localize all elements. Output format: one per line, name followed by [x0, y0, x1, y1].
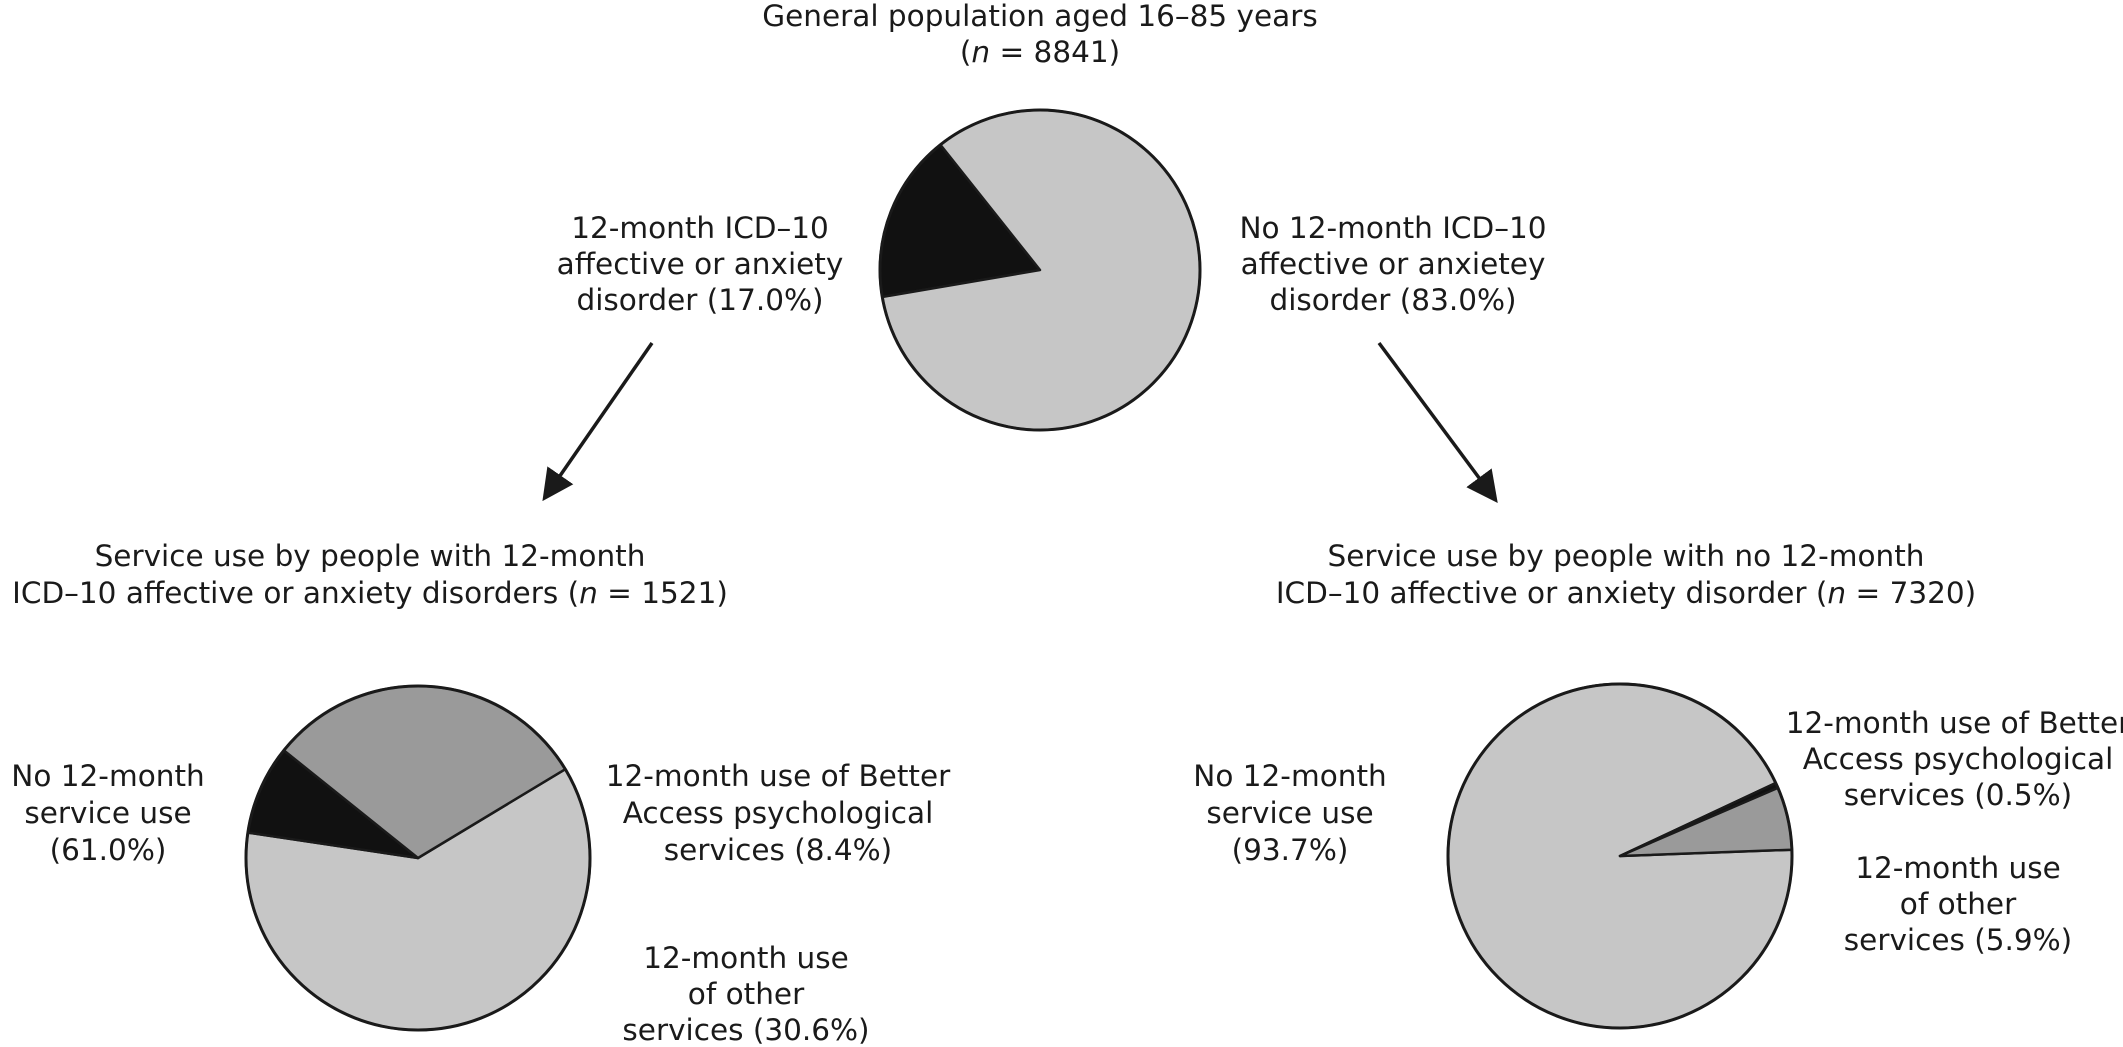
right-better-access-label-line1: 12-month use of Better: [1786, 706, 2123, 740]
left-better-access-label-line2: Access psychological: [623, 796, 934, 830]
left-other-label-line1: 12-month use: [643, 941, 849, 975]
right-panel-title-line2: ICD–10 affective or anxiety disorder (n …: [1276, 576, 1976, 610]
right-branch-label-line1: No 12-month ICD–10: [1239, 211, 1546, 245]
left-better-access-label-line1: 12-month use of Better: [606, 759, 951, 793]
pie-outline: [244, 684, 592, 1032]
left-other-label-line2: of other: [688, 977, 805, 1011]
left-no-use-label-line2: service use: [24, 796, 191, 830]
right-branch-label-line3: disorder (83.0%): [1269, 283, 1516, 317]
top-sample-size: (n = 8841): [960, 35, 1120, 69]
right-branch-label-line2: affective or anxietey: [1241, 247, 1546, 281]
left-branch-label-line1: 12-month ICD–10: [571, 211, 829, 245]
pie-outline: [878, 108, 1202, 432]
right-panel-title-line1: Service use by people with no 12-month: [1328, 539, 1925, 573]
left-panel-title-line2: ICD–10 affective or anxiety disorders (n…: [12, 576, 728, 610]
left-other-label-line3: services (30.6%): [622, 1013, 869, 1047]
right-better-access-label-line3: services (0.5%): [1844, 778, 2072, 812]
pie-chart-population: [878, 108, 1202, 432]
right-arrow: [1377, 341, 1498, 504]
pie-chart-disorder-service-use: [244, 684, 592, 1032]
left-branch-label-line3: disorder (17.0%): [576, 283, 823, 317]
left-no-use-label-line3: (61.0%): [50, 833, 167, 867]
right-better-access-label-line2: Access psychological: [1803, 742, 2114, 776]
right-other-label-line1: 12-month use: [1855, 851, 2061, 885]
left-arrow: [542, 342, 654, 502]
left-branch-label-line2: affective or anxiety: [557, 247, 844, 281]
right-other-label-line2: of other: [1900, 887, 2017, 921]
right-other-label-line3: services (5.9%): [1844, 923, 2072, 957]
left-no-use-label-line1: No 12-month: [11, 759, 204, 793]
right-no-use-label-line1: No 12-month: [1193, 759, 1386, 793]
left-better-access-label-line3: services (8.4%): [664, 833, 892, 867]
pie-chart-no-disorder-service-use: [1446, 682, 1794, 1030]
right-no-use-label-line3: (93.7%): [1232, 833, 1349, 867]
right-no-use-label-line2: service use: [1206, 796, 1373, 830]
pie-outline: [1446, 682, 1794, 1030]
top-title: General population aged 16–85 years: [762, 0, 1317, 33]
left-panel-title-line1: Service use by people with 12-month: [95, 539, 646, 573]
